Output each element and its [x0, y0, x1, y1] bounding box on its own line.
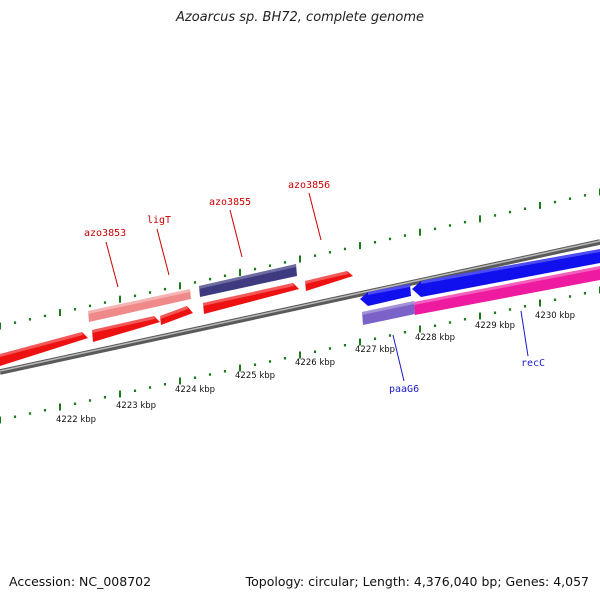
gene-label-azo3855[interactable]: azo3855 — [209, 197, 251, 208]
scale-label: 4225 kbp — [235, 371, 275, 381]
scale-label: 4229 kbp — [475, 321, 515, 331]
scale-label: 4227 kbp — [355, 345, 395, 355]
scale-labels: 4222 kbp 4223 kbp 4224 kbp 4225 kbp 4226… — [56, 311, 575, 425]
genome-summary-text: Topology: circular; Length: 4,376,040 bp… — [245, 574, 589, 589]
accession-text: Accession: NC_008702 — [9, 574, 152, 589]
gene-label-azo3853[interactable]: azo3853 — [84, 228, 126, 239]
scale-label: 4224 kbp — [175, 385, 215, 395]
gene-red-3-arrow[interactable] — [92, 316, 160, 342]
gene-red-4-arrow[interactable] — [203, 283, 299, 314]
scale-label: 4223 kbp — [116, 401, 156, 411]
gene-azo3856-arrow[interactable] — [305, 271, 353, 291]
gene-label-leaders — [105, 192, 529, 382]
gene-recC-magenta-arrow[interactable] — [414, 266, 600, 315]
genome-title: Azoarcus sp. BH72, complete genome — [175, 10, 425, 25]
gene-blue-1-arrow[interactable] — [360, 284, 411, 306]
gene-ligT-arrow[interactable] — [160, 306, 193, 325]
gene-label-azo3856[interactable]: azo3856 — [288, 180, 330, 191]
scale-label: 4230 kbp — [535, 311, 575, 321]
gene-label-paaG6[interactable]: paaG6 — [389, 384, 419, 395]
gene-azo3853-arrow[interactable] — [88, 289, 191, 322]
lower-scale-ticks — [0, 286, 600, 424]
gene-recC-blue-arrow[interactable] — [412, 249, 600, 297]
scale-label: 4222 kbp — [56, 415, 96, 425]
scale-label: 4226 kbp — [295, 358, 335, 368]
upper-scale-ticks — [0, 188, 600, 330]
gene-label-ligT[interactable]: ligT — [147, 215, 171, 226]
dna-backbone — [0, 239, 600, 375]
gene-paaG6-arrow[interactable] — [362, 301, 415, 325]
gene-red-left-arrow[interactable] — [0, 332, 88, 366]
scale-label: 4228 kbp — [415, 333, 455, 343]
gene-azo3855-arrow[interactable] — [199, 264, 297, 297]
gene-label-recC[interactable]: recC — [521, 358, 545, 369]
